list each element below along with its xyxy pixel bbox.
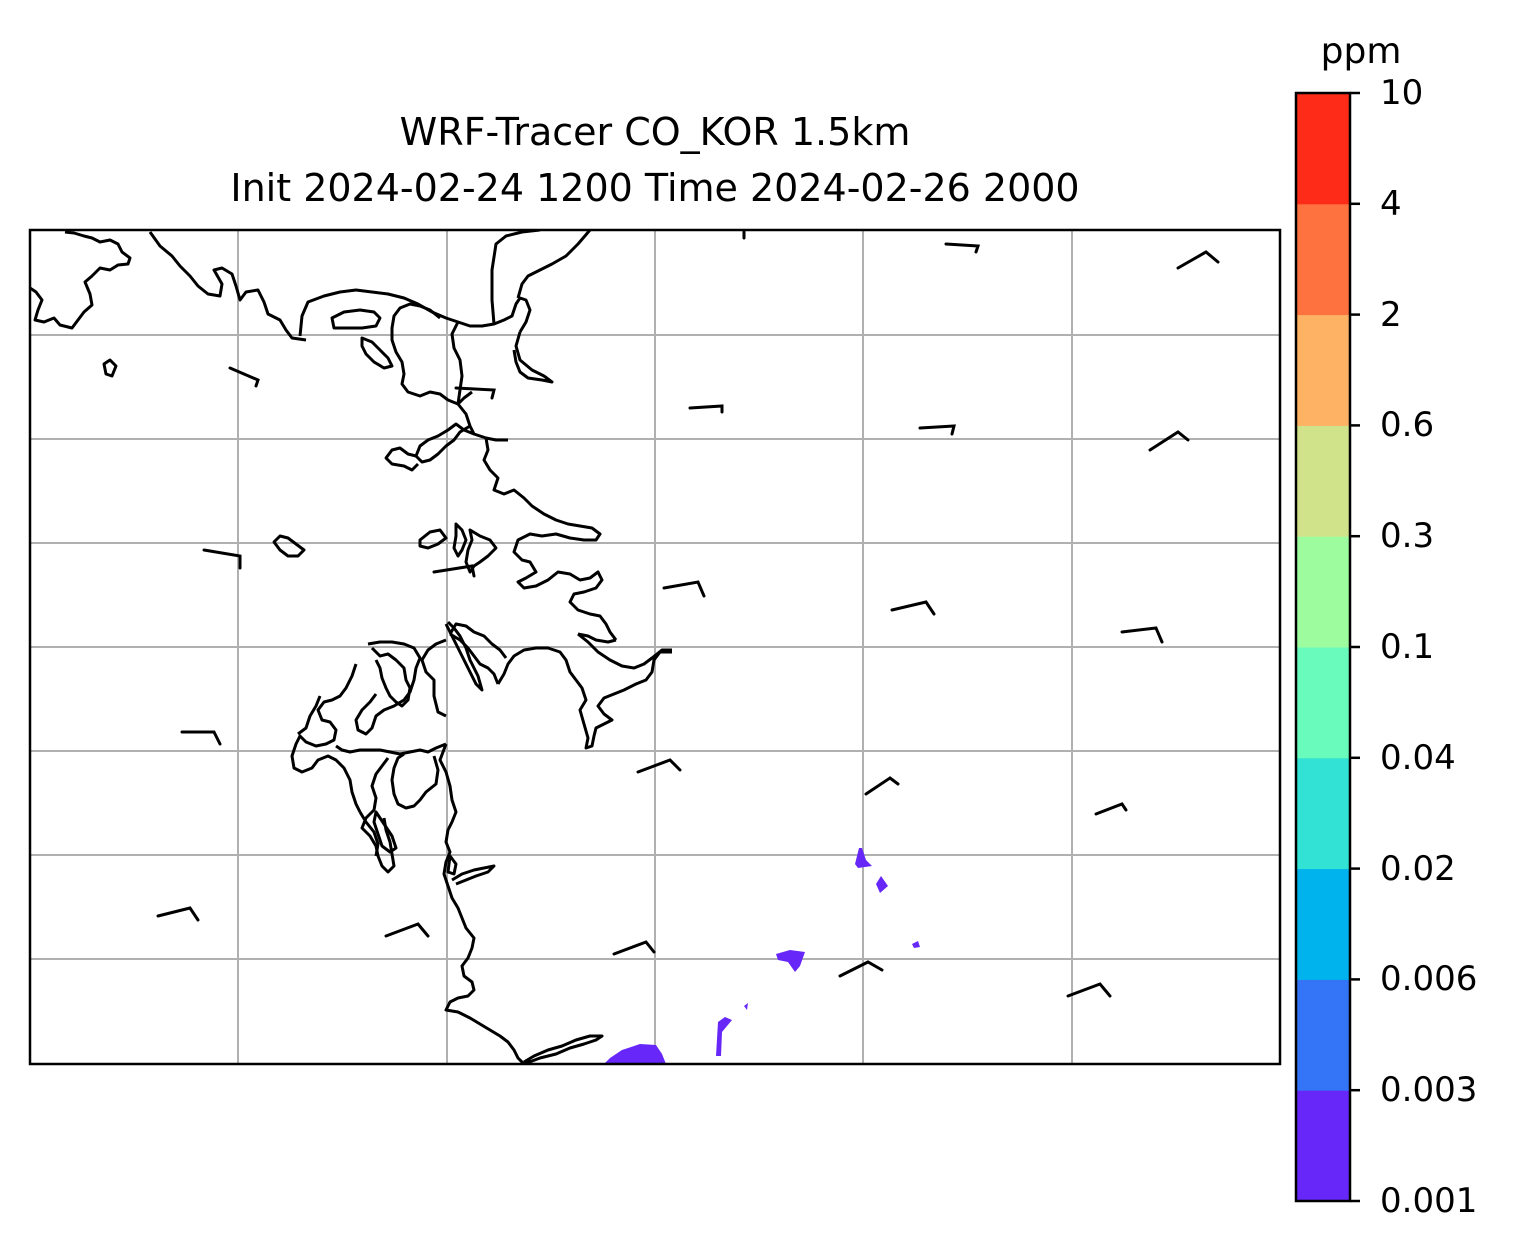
coastline [30,230,672,1064]
wind-barb [864,776,900,796]
colorbar-tick-label: 2 [1380,294,1402,335]
colorbar-tick-label: 0.1 [1380,627,1435,667]
wind-barb [890,600,936,616]
island [372,810,398,854]
colorbar-tick-label: 0.6 [1380,405,1435,446]
wind-barb [1176,250,1220,270]
coastline-main [450,321,508,442]
map-frame [28,228,1282,1066]
coastline-main [148,231,307,342]
coastline-main [390,752,440,810]
island [452,522,468,558]
colorbar-segment [1296,536,1350,648]
plume-patch [912,941,920,948]
coastline-main [451,864,496,886]
wind-barb [454,386,496,400]
colorbar-tick-label: 0.006 [1380,959,1478,1000]
coastline-main [354,640,422,736]
coastline-main [490,230,541,325]
colorbar-segment [1296,203,1350,316]
wind-barb [1120,626,1164,644]
coastline-main [577,632,672,670]
colorbar-segment [1296,757,1350,870]
plume-patch [776,950,805,972]
island [330,308,382,330]
coastline-main [496,646,672,750]
colorbar [1294,91,1360,1203]
plume-patch [876,876,888,893]
island [464,528,498,574]
coastline-main [384,446,420,472]
wind-barb [432,564,476,578]
wind-barb [688,404,724,414]
coastline-main [444,620,484,692]
coastline-main [290,663,362,813]
wind-barb [1066,982,1112,998]
colorbar-unit-label: ppm [1320,31,1402,72]
wind-barb [662,580,706,598]
coastline-main [335,742,447,756]
coastline-main [414,422,475,464]
plume-patch [855,848,872,868]
colorbar-segment [1296,979,1350,1091]
wind-barb [1094,802,1128,816]
coastline-main [370,646,412,708]
wind-barb [228,366,260,388]
wind-barb [384,922,430,938]
wind-barb [838,960,884,978]
wind-barb [156,906,200,922]
tracer-plume [604,848,920,1064]
plume-patch [604,1044,666,1064]
coastline-main [438,743,526,1064]
wind-barb [612,940,656,956]
coastline-main [577,632,617,644]
wind-barb [944,242,981,254]
colorbar-tick-label: 0.04 [1380,737,1456,778]
coastline-main [516,230,592,299]
map-title: WRF-Tracer CO_KOR 1.5km [399,110,911,154]
colorbar-segment [1296,425,1350,537]
coastline-main [358,811,380,857]
coastline-main [420,638,447,718]
island [272,534,306,558]
wind-barb [1148,430,1190,452]
coastline-main [297,695,322,736]
coastline-main [448,622,508,659]
coastline-main [30,230,132,330]
coastline-main [523,1034,604,1064]
colorbar-tick-label: 0.001 [1380,1181,1478,1221]
colorbar-tick-label: 0.3 [1380,516,1435,557]
wind-barbs [156,230,1220,998]
colorbar-tick-label: 0.02 [1380,848,1456,889]
colorbar-tick-label: 10 [1380,73,1424,113]
coastline-main [482,437,618,641]
wind-barb [180,730,222,746]
plume-patch [716,1017,732,1056]
wind-barb [202,548,242,570]
colorbar-segment [1296,1090,1350,1202]
island [446,854,458,876]
coastline-main [390,302,473,406]
island [418,528,448,550]
plume-patch [744,1003,748,1010]
colorbar-segment [1296,647,1350,759]
colorbar-tick-label: 0.003 [1380,1070,1478,1111]
coastline-main [512,331,554,384]
map-subtitle: Init 2024-02-24 1200 Time 2024-02-26 200… [230,166,1080,210]
wind-barb [918,424,956,436]
colorbar-tick-label: 4 [1380,183,1402,224]
colorbar-segment [1296,93,1350,205]
coastline-main [298,288,532,337]
island [360,336,394,370]
wind-barb [636,758,682,774]
colorbar-segment [1296,314,1350,426]
colorbar-segment [1296,868,1350,980]
gridlines [30,230,1280,1064]
island [102,358,118,378]
